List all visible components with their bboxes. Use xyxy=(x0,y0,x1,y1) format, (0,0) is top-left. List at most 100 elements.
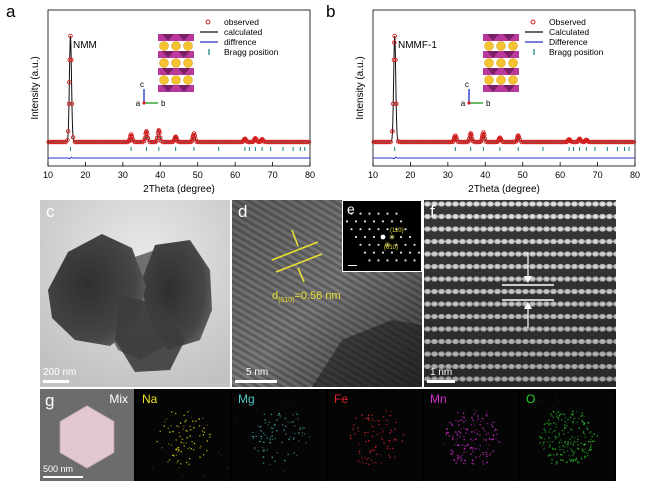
eds-signal-pixel xyxy=(562,449,564,451)
eds-signal-pixel xyxy=(376,453,378,455)
diffraction-spot xyxy=(359,243,362,246)
na-atom xyxy=(159,41,169,51)
octahedron xyxy=(503,85,515,92)
eds-signal-pixel xyxy=(576,411,578,413)
octahedron xyxy=(178,34,190,41)
diffraction-spot xyxy=(404,243,407,246)
eds-signal-pixel xyxy=(371,417,373,420)
sample-label: NMM xyxy=(73,40,97,51)
eds-signal-pixel xyxy=(262,432,265,434)
eds-signal-pixel xyxy=(563,433,565,435)
eds-signal-pixel xyxy=(385,419,388,421)
eds-signal-pixel xyxy=(475,456,477,458)
noise-pixel xyxy=(170,415,171,417)
eds-signal-pixel xyxy=(557,453,559,455)
eds-signal-pixel xyxy=(264,450,266,452)
observed-point xyxy=(193,136,198,142)
eds-signal-pixel xyxy=(544,431,547,433)
eds-signal-pixel xyxy=(548,446,551,448)
eds-signal-pixel xyxy=(292,414,294,416)
eds-signal-pixel xyxy=(570,441,572,443)
observed-point xyxy=(469,136,475,142)
eds-signal-pixel xyxy=(202,454,205,456)
eds-signal-pixel xyxy=(363,418,365,420)
eds-signal-pixel xyxy=(581,412,583,414)
observed-point xyxy=(155,135,160,141)
noise-pixel xyxy=(361,428,363,430)
eds-signal-pixel xyxy=(392,447,394,450)
eds-signal-pixel xyxy=(375,444,377,447)
octahedron xyxy=(178,68,190,75)
eds-signal-pixel xyxy=(199,435,201,437)
eds-signal-pixel xyxy=(368,463,370,465)
eds-signal-pixel xyxy=(464,459,466,462)
diffraction-spot xyxy=(386,212,389,215)
mno-layer xyxy=(158,68,194,75)
eds-map-label: Mix xyxy=(109,392,128,406)
noise-pixel xyxy=(533,448,535,450)
eds-signal-pixel xyxy=(478,456,481,458)
eds-signal-pixel xyxy=(577,444,579,446)
eds-signal-pixel xyxy=(175,412,177,415)
eds-signal-pixel xyxy=(590,448,592,451)
eds-signal-pixel xyxy=(463,439,465,441)
noise-pixel xyxy=(610,455,612,457)
observed-point xyxy=(466,138,471,144)
eds-signal-pixel xyxy=(572,454,574,457)
eds-signal-pixel xyxy=(401,440,404,442)
eds-signal-pixel xyxy=(289,436,291,438)
diffraction-spot xyxy=(408,251,412,254)
eds-signal-pixel xyxy=(582,450,584,453)
diffraction-spot xyxy=(354,235,358,239)
eds-signal-pixel xyxy=(559,449,561,451)
observed-point xyxy=(388,139,393,145)
eds-signal-pixel xyxy=(349,434,351,436)
particle-hexagon xyxy=(59,405,115,469)
observed-point xyxy=(631,139,637,145)
eds-signal-pixel xyxy=(189,435,191,437)
na-atom xyxy=(183,41,193,51)
eds-signal-pixel xyxy=(479,434,481,436)
eds-signal-pixel xyxy=(354,433,356,435)
eds-signal-pixel xyxy=(596,435,598,437)
octahedron xyxy=(487,85,499,92)
eds-signal-pixel xyxy=(260,435,262,438)
eds-signal-pixel xyxy=(561,430,564,432)
eds-signal-pixel xyxy=(563,451,565,453)
eds-signal-pixel xyxy=(543,448,545,450)
noise-pixel xyxy=(445,416,446,418)
x-tick-label: 60 xyxy=(555,170,565,180)
eds-signal-pixel xyxy=(182,428,184,430)
eds-signal-pixel xyxy=(581,443,583,445)
mno-layer xyxy=(483,85,519,92)
y-axis-label: Intensity (a.u.) xyxy=(355,56,366,119)
eds-signal-pixel xyxy=(556,411,558,413)
eds-signal-pixel xyxy=(294,432,296,435)
eds-signal-pixel xyxy=(567,444,569,446)
eds-signal-pixel xyxy=(206,440,208,442)
eds-signal-pixel xyxy=(269,437,272,439)
eds-signal-pixel xyxy=(164,421,166,423)
diffraction-spot xyxy=(368,259,371,262)
observed-point xyxy=(478,138,484,144)
eds-signal-pixel xyxy=(554,435,556,438)
eds-signal-pixel xyxy=(367,418,369,420)
observed-point xyxy=(392,40,397,45)
eds-signal-pixel xyxy=(485,433,487,436)
eds-signal-pixel xyxy=(558,446,561,448)
eds-signal-pixel xyxy=(360,461,362,463)
eds-signal-pixel xyxy=(550,441,552,443)
eds-signal-pixel xyxy=(262,456,264,458)
eds-signal-pixel xyxy=(486,453,488,455)
eds-signal-pixel xyxy=(584,436,586,438)
eds-signal-pixel xyxy=(495,428,497,431)
c-axis-label: c xyxy=(465,80,469,89)
eds-signal-pixel xyxy=(372,462,374,464)
eds-signal-pixel xyxy=(542,444,544,446)
eds-signal-pixel xyxy=(264,434,266,436)
eds-signal-pixel xyxy=(567,441,569,443)
eds-signal-pixel xyxy=(556,462,558,464)
eds-signal-pixel xyxy=(279,414,281,416)
eds-signal-pixel xyxy=(547,441,549,443)
eds-signal-pixel xyxy=(465,445,467,447)
